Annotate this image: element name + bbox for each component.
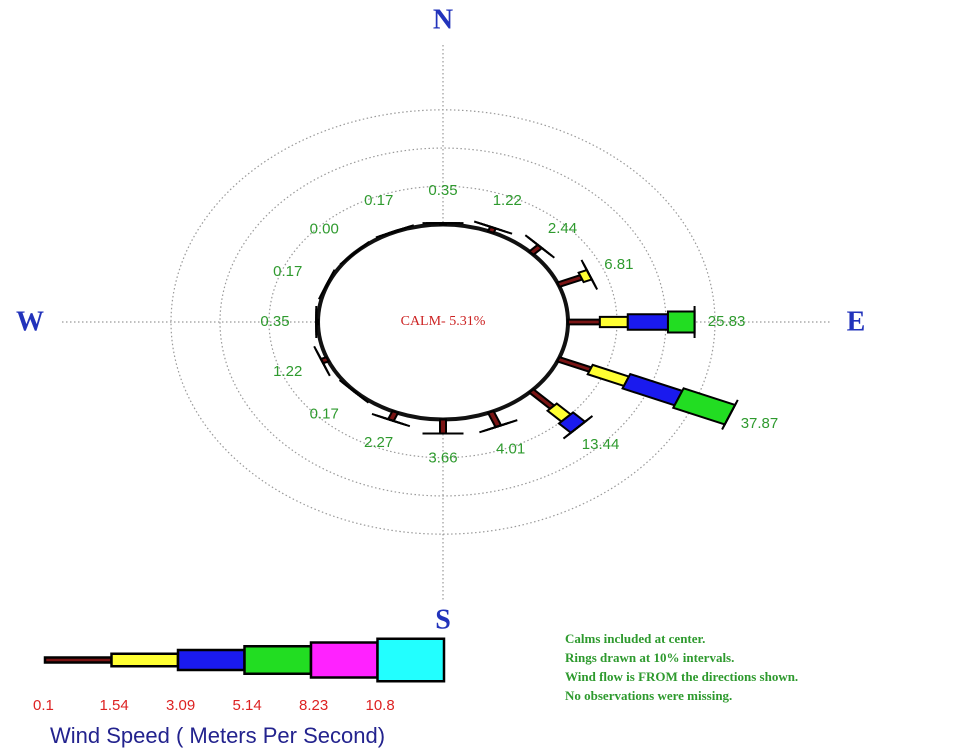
direction-label: 0.35: [428, 182, 457, 199]
wind-segment: [486, 409, 503, 429]
wind-segment: [313, 345, 331, 377]
legend-label: 10.8: [366, 697, 395, 714]
direction-label: 1.22: [273, 363, 302, 380]
wind-segment: [671, 387, 737, 426]
note: Rings drawn at 10% intervals.: [565, 650, 734, 665]
legend-label: 3.09: [166, 697, 195, 714]
legend-swatch: [43, 656, 113, 664]
compass-label: W: [16, 306, 44, 337]
wind-segment: [318, 269, 336, 300]
direction-label: 37.87: [741, 415, 779, 432]
direction-label: 13.44: [582, 436, 620, 453]
wind-segment: [439, 418, 447, 435]
wind-segment: [586, 363, 631, 388]
direction-label: 0.17: [310, 406, 339, 423]
wind-segment: [580, 259, 599, 290]
compass-label: N: [433, 4, 453, 35]
ring: [170, 109, 716, 535]
wind-segment: [339, 240, 370, 266]
direction-label: 0.17: [364, 192, 393, 209]
legend-swatch: [309, 641, 379, 679]
legend-swatch: [376, 637, 446, 683]
compass-label: S: [435, 604, 451, 635]
legend-label: 8.23: [299, 697, 328, 714]
legend-label: 0.1: [33, 697, 54, 714]
direction-label: 25.83: [708, 313, 746, 330]
direction-label: 2.27: [364, 434, 393, 451]
legend-label: 1.54: [100, 697, 129, 714]
direction-label: 0.00: [310, 220, 339, 237]
wind-segment: [371, 413, 411, 428]
calm-label: CALM- 5.31%: [401, 314, 486, 329]
note: No observations were missing.: [565, 688, 732, 703]
direction-label: 1.22: [493, 192, 522, 209]
compass-label: E: [847, 306, 866, 337]
wind-segment: [524, 234, 555, 259]
note: Calms included at center.: [565, 631, 705, 646]
wind-segment: [666, 310, 696, 334]
direction-label: 6.81: [604, 256, 633, 273]
wind-segment: [562, 415, 594, 440]
wind-segment: [567, 318, 601, 326]
direction-label: 3.66: [428, 449, 457, 466]
wind-segment: [555, 355, 593, 373]
legend-swatch: [110, 652, 180, 668]
direction-label: 0.17: [273, 263, 302, 280]
direction-label: 2.44: [548, 220, 577, 237]
note: Wind flow is FROM the directions shown.: [565, 669, 798, 684]
wind-segment: [555, 274, 584, 289]
wind-segment: [338, 379, 370, 404]
legend-title: Wind Speed ( Meters Per Second): [50, 723, 385, 748]
legend-label: 5.14: [233, 697, 262, 714]
wind-segment: [621, 372, 684, 407]
wind-segment: [527, 388, 556, 411]
wind-segment: [479, 419, 518, 434]
wind-segment: [598, 315, 629, 329]
wind-segment: [375, 224, 415, 239]
legend-swatch: [176, 648, 246, 672]
wind-segment: [626, 313, 669, 331]
wind-segment: [721, 399, 739, 430]
legend-swatch: [243, 645, 313, 675]
direction-label: 0.35: [260, 313, 289, 330]
direction-label: 4.01: [496, 440, 525, 457]
wind-segment: [473, 220, 513, 235]
